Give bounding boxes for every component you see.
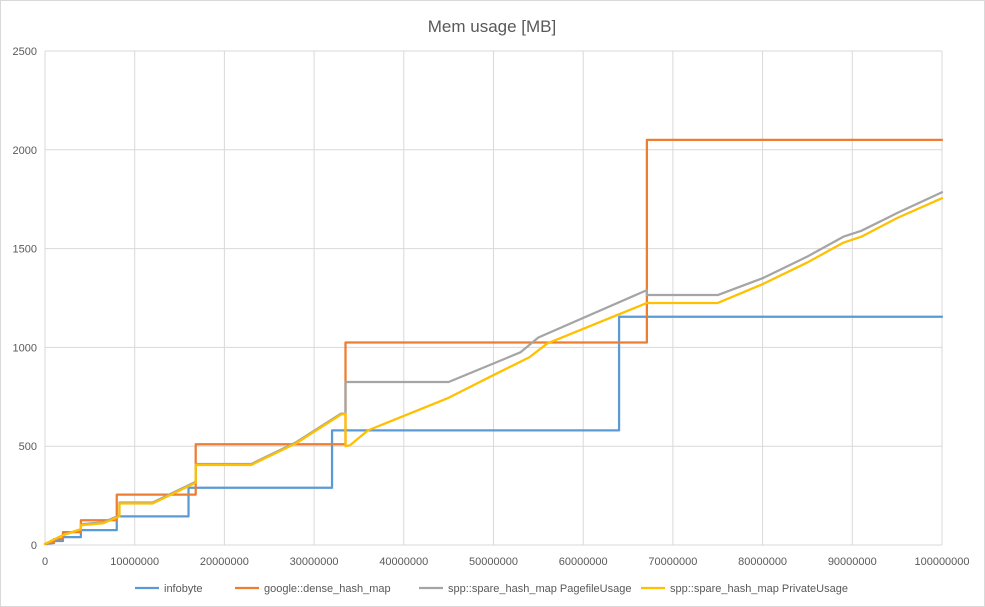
y-tick-label: 2000: [13, 145, 37, 157]
x-tick-label: 40000000: [379, 556, 428, 568]
legend-item: infobyte: [135, 583, 203, 595]
x-tick-label: 20000000: [200, 556, 249, 568]
y-tick-label: 1500: [13, 244, 37, 256]
legend: infobyte google::dense_hash_map spp::spare…: [135, 583, 848, 595]
chart-title: Mem usage [MB]: [428, 17, 557, 36]
legend-item: google::dense_hash_map: [235, 583, 391, 595]
y-tick-label: 2500: [13, 46, 37, 58]
y-tick-label: 0: [31, 540, 37, 552]
axis-layer: 0 500 1000 1500 2000 2500 0 10000000 20000000 300…: [13, 46, 970, 568]
x-tick-label: 70000000: [648, 556, 697, 568]
x-tick-label: 100000000: [914, 556, 969, 568]
x-tick-label: 0: [42, 556, 48, 568]
legend-item: spp::spare_hash_map PagefileUsage: [419, 583, 631, 595]
legend-label: spp::spare_hash_map PrivateUsage: [670, 583, 848, 595]
x-tick-label: 30000000: [290, 556, 339, 568]
y-tick-label: 1000: [13, 342, 37, 354]
y-tick-label: 500: [19, 441, 37, 453]
legend-label: infobyte: [164, 583, 203, 595]
legend-label: spp::spare_hash_map PagefileUsage: [448, 583, 631, 595]
x-tick-label: 90000000: [828, 556, 877, 568]
legend-label: google::dense_hash_map: [264, 583, 391, 595]
series-layer: [43, 138, 944, 546]
series-line-google-dense-hash-map: [43, 138, 944, 546]
x-tick-label: 10000000: [110, 556, 159, 568]
x-tick-label: 80000000: [738, 556, 787, 568]
grid-layer: [44, 50, 943, 546]
series-line-infobyte: [43, 315, 944, 546]
x-tick-label: 60000000: [559, 556, 608, 568]
legend-item: spp::spare_hash_map PrivateUsage: [641, 583, 848, 595]
series-line-spp-spare-hash-map-privateusage: [43, 197, 944, 546]
x-tick-label: 50000000: [469, 556, 518, 568]
